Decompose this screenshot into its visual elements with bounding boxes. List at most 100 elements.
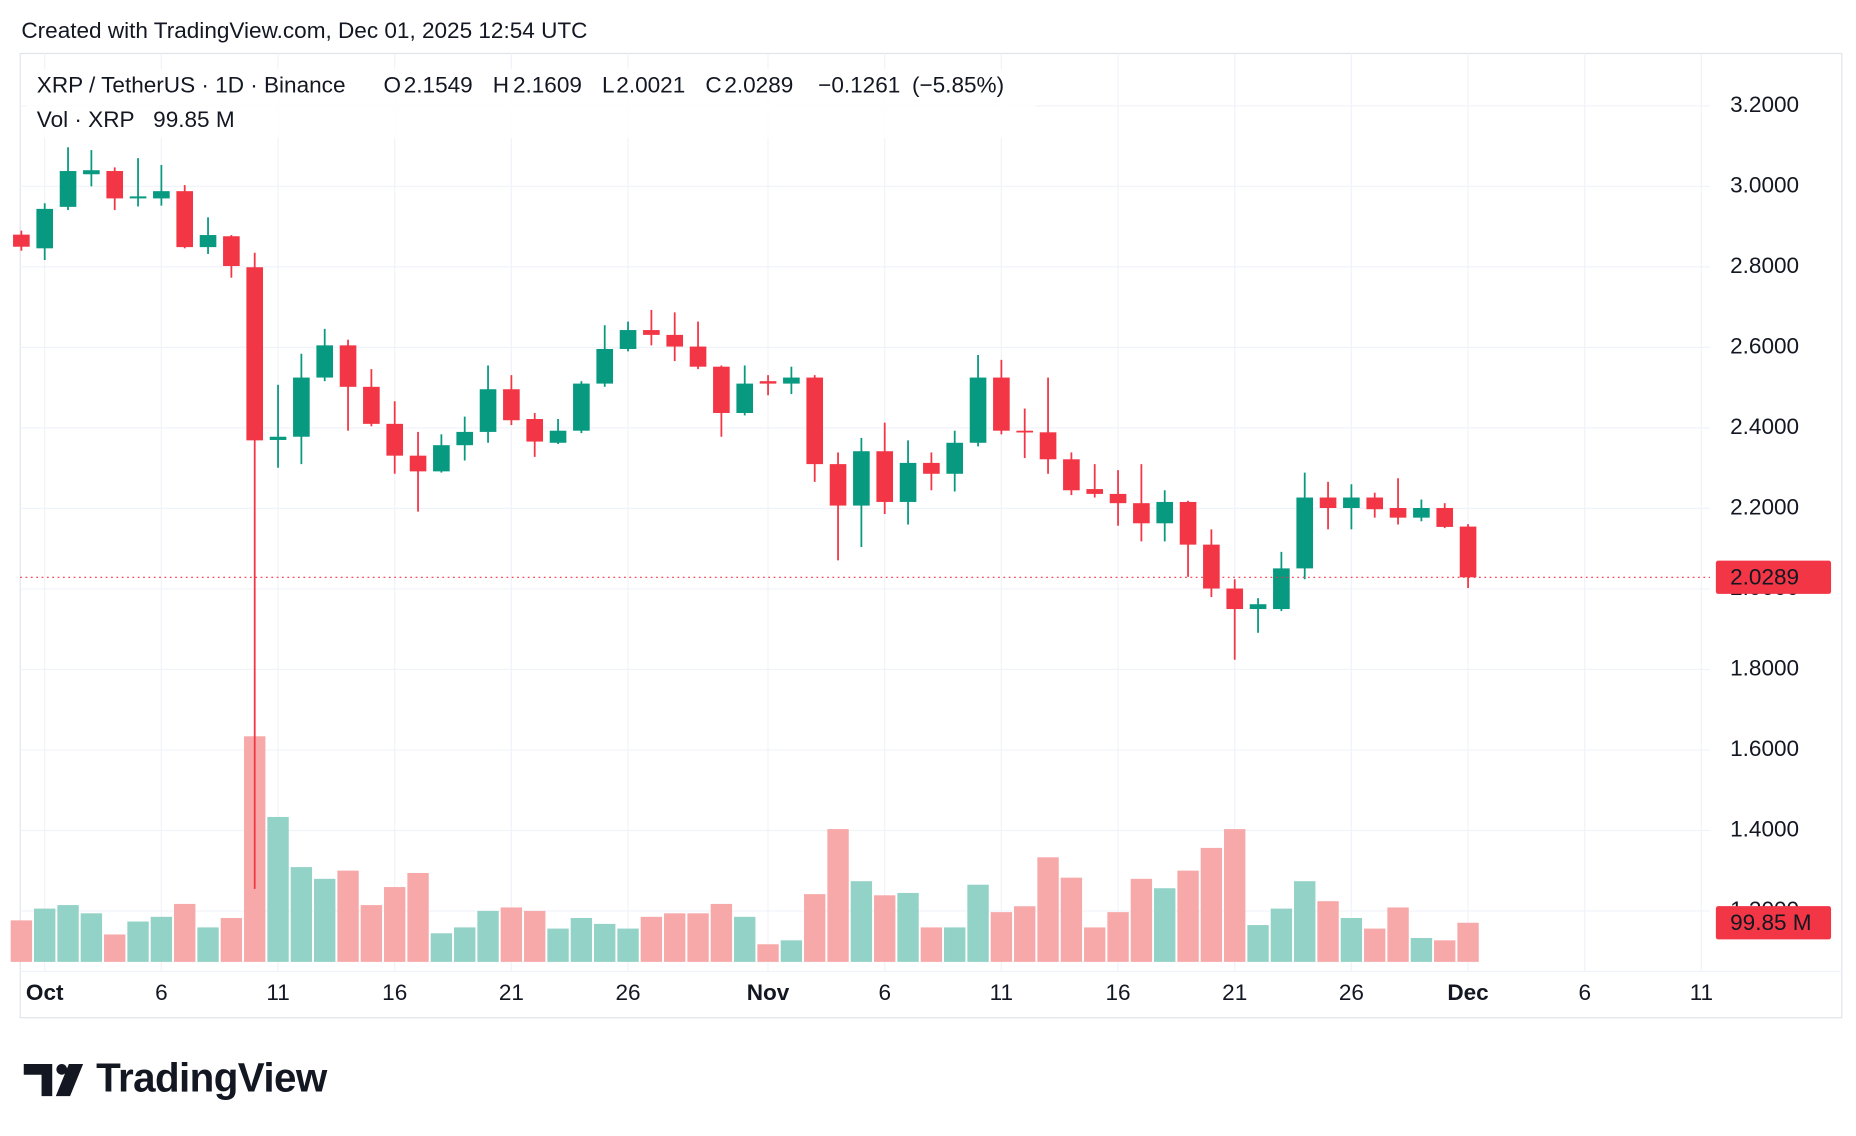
volume-bar — [547, 928, 569, 962]
volume-bar — [10, 920, 33, 962]
legend-key: C — [705, 73, 721, 98]
candle-body — [199, 235, 217, 248]
candle-body — [36, 208, 54, 249]
legend-change: −0.1261 — [818, 73, 900, 98]
volume-bar — [1014, 906, 1036, 962]
candle-body — [1296, 497, 1314, 569]
candle-body — [339, 345, 357, 387]
candle-body — [549, 430, 567, 443]
y-tick-label: 3.0000 — [1730, 172, 1799, 197]
volume-bar — [290, 867, 313, 962]
candle-body — [806, 377, 824, 465]
volume-tag — [1715, 906, 1832, 940]
brand-logo: TradingView — [23, 1054, 328, 1100]
candle-body — [899, 462, 917, 502]
x-tick-label: 26 — [1339, 980, 1364, 1005]
legend-background — [26, 68, 1036, 138]
candle-body — [433, 445, 450, 472]
volume-bar — [780, 940, 803, 962]
candle-body — [153, 191, 170, 199]
candle-body — [783, 377, 800, 384]
candle-body — [106, 171, 124, 199]
legend-key: L — [602, 73, 615, 98]
legend-value: 2.1609 — [513, 73, 582, 98]
x-tick-label: 11 — [1690, 980, 1713, 1005]
volume-bar — [477, 910, 499, 962]
candle-body — [829, 464, 847, 506]
candle-body — [1086, 489, 1104, 494]
volume-bar — [1294, 881, 1316, 962]
candle-body — [619, 330, 637, 349]
chart-frame — [19, 52, 1843, 1019]
volume-bar — [1037, 857, 1059, 962]
candle-body — [713, 366, 730, 413]
x-tick-label: 6 — [155, 980, 168, 1005]
candle-body — [1436, 507, 1454, 527]
candle-body — [969, 377, 987, 443]
logo-icon — [56, 1064, 68, 1075]
volume-bar — [407, 872, 429, 962]
candle-body — [59, 171, 77, 207]
candle-body — [293, 377, 310, 437]
candle-body — [479, 389, 497, 432]
volume-bar — [384, 887, 406, 962]
candle-body — [1249, 604, 1267, 610]
volume-bar — [267, 816, 289, 962]
volume-bar — [1154, 888, 1176, 962]
candle-body — [946, 442, 964, 474]
legend-volume-name: Vol · XRP — [37, 107, 135, 132]
volume-bar — [920, 927, 943, 962]
candle-body — [1179, 501, 1197, 545]
x-tick-label: Dec — [1447, 980, 1488, 1005]
volume-bar — [150, 916, 173, 962]
candle-body — [176, 191, 194, 248]
volume-bar — [314, 878, 336, 962]
candle-body — [643, 330, 660, 335]
volume-bar — [617, 928, 639, 962]
volume-bar — [1084, 927, 1106, 962]
volume-bar — [757, 944, 779, 962]
y-tick-label: 2.8000 — [1730, 253, 1799, 278]
x-tick-label: Oct — [26, 980, 64, 1005]
volume-bar — [874, 895, 896, 962]
price-tag-label: 2.0289 — [1730, 564, 1799, 589]
volume-bar — [944, 927, 966, 962]
volume-bar — [1410, 937, 1433, 962]
legend-value: 2.1549 — [404, 73, 473, 98]
volume-bar — [1247, 925, 1269, 962]
volume-bar — [524, 910, 546, 962]
volume-bar — [710, 903, 733, 962]
volume-layer — [10, 736, 1479, 962]
candle-body — [993, 377, 1010, 431]
volume-bar — [570, 918, 593, 962]
volume-bar — [1224, 829, 1246, 962]
candle-body — [269, 436, 287, 440]
legend-key: O — [384, 73, 402, 98]
candle-body — [666, 334, 684, 347]
volume-bar — [1387, 907, 1409, 962]
legend: XRP / TetherUS · 1D · Binance O 2.1549 H… — [26, 68, 1036, 138]
volume-bar — [1177, 870, 1199, 962]
volume-bar — [197, 927, 219, 962]
logo-icon — [55, 1064, 84, 1097]
x-tick-label: 21 — [1222, 980, 1247, 1005]
candle-body — [1063, 459, 1080, 491]
candle-body — [1366, 497, 1384, 510]
candle-body — [1459, 526, 1477, 578]
x-tick-label: 16 — [382, 980, 407, 1005]
volume-bar — [967, 884, 989, 962]
candle-body — [363, 386, 380, 424]
candle-body — [456, 431, 474, 446]
x-tick-label: 11 — [266, 980, 289, 1005]
candle-body — [1016, 430, 1034, 433]
volume-bar — [174, 903, 196, 962]
candle-body — [129, 196, 147, 199]
x-tick-label: 6 — [1578, 980, 1591, 1005]
volume-bar — [664, 913, 686, 962]
candle-body — [246, 267, 264, 441]
volume-bar — [360, 905, 383, 962]
volume-bar — [337, 870, 359, 962]
candle-body — [526, 419, 544, 442]
